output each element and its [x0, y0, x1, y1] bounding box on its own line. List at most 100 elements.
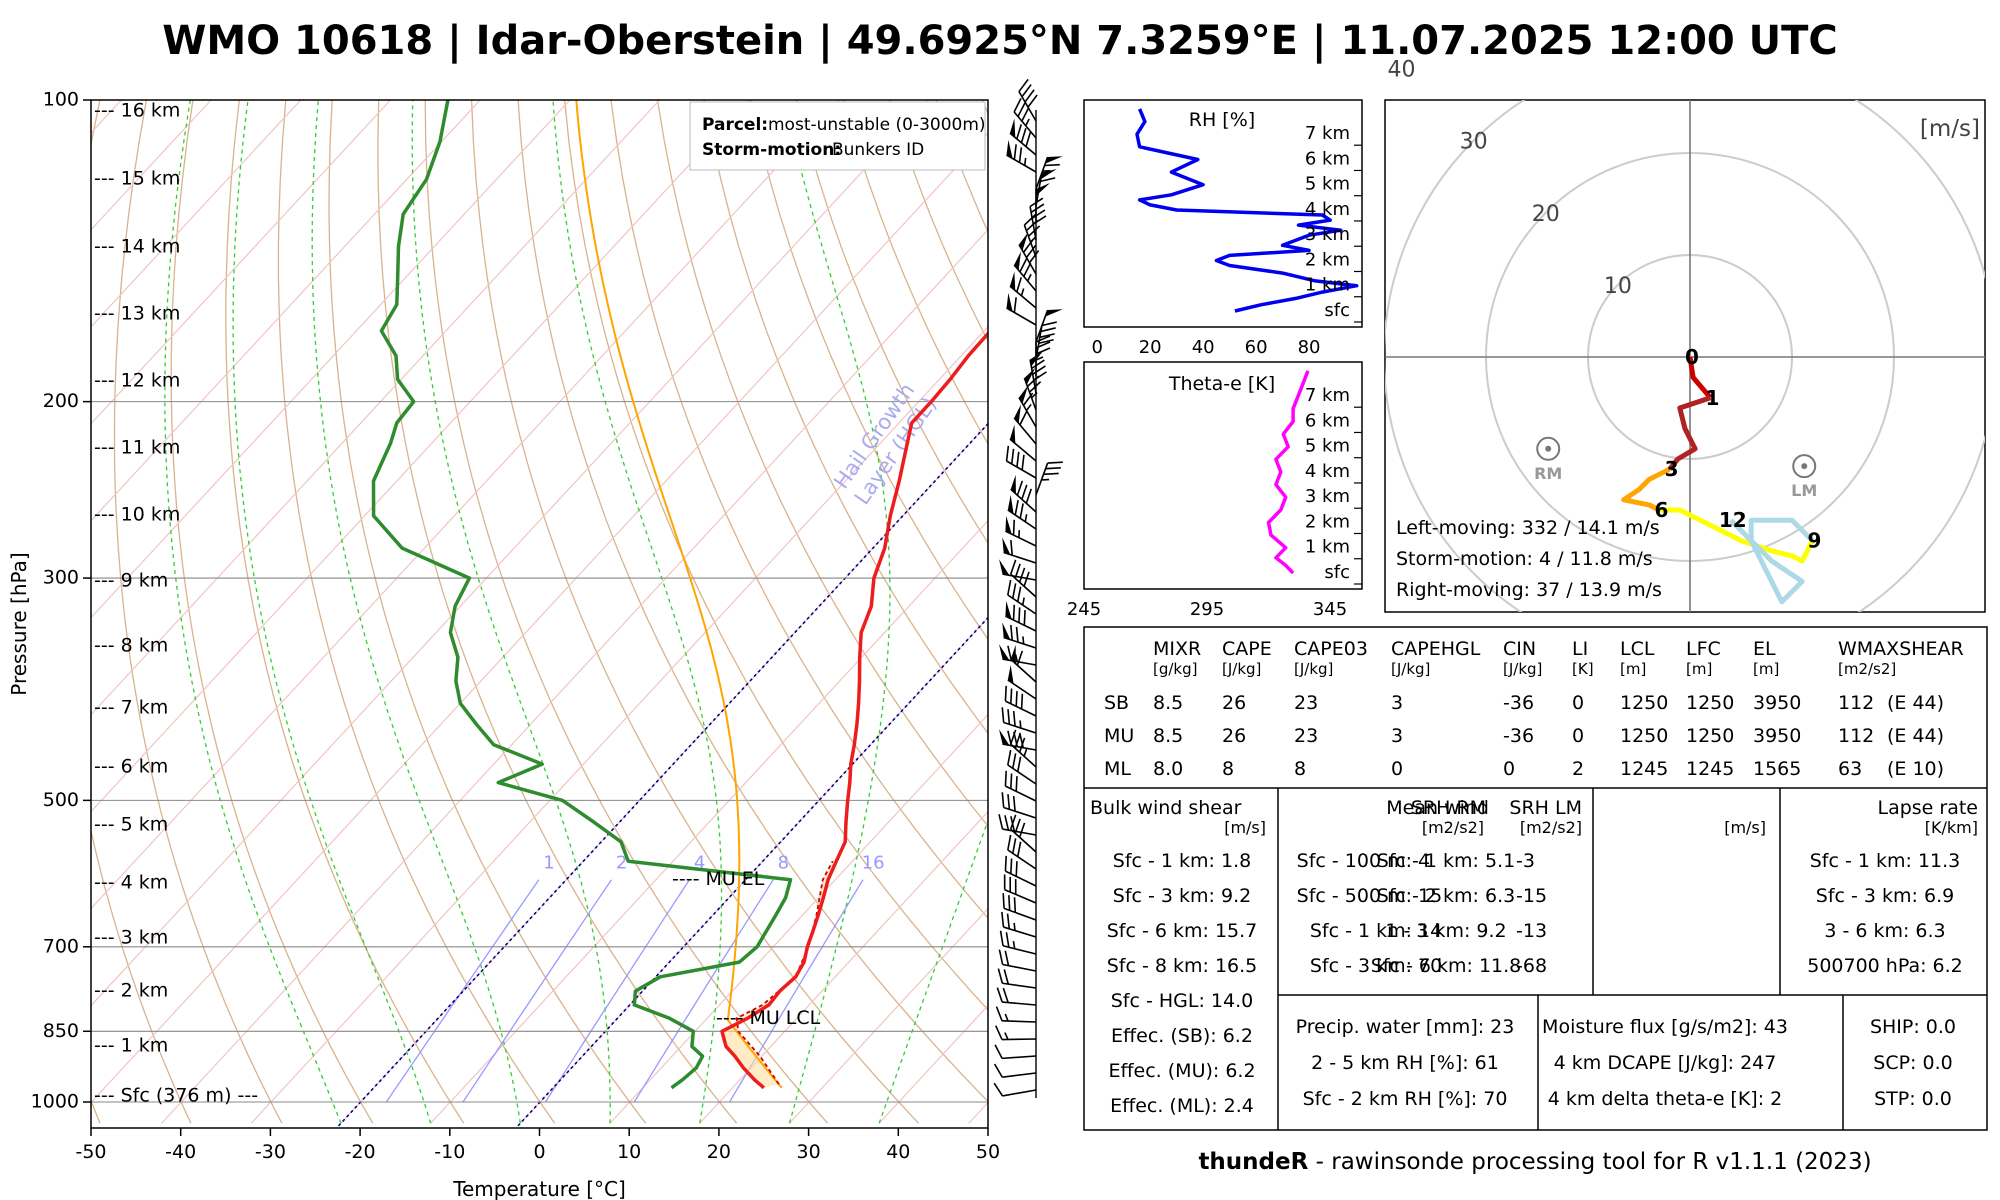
barb-half: [1004, 1013, 1009, 1022]
barb-pennant: [1009, 424, 1016, 444]
barb-full: [1016, 124, 1023, 140]
mixing-ratio-label: 4: [694, 853, 705, 874]
dry-adiabat: [563, 100, 988, 1011]
isotherm: [91, 100, 660, 716]
barb-full: [1009, 876, 1012, 893]
isotherm: [91, 100, 302, 328]
srh-lm-value: -68: [1516, 955, 1547, 977]
barb-full: [1044, 163, 1060, 167]
table-cell: 8.0: [1153, 758, 1183, 780]
column-unit: [J/kg]: [1503, 660, 1542, 678]
x-tick-label: 0: [533, 1141, 545, 1163]
hodograph-height-label: 1: [1705, 386, 1719, 410]
barb-full: [1010, 688, 1013, 704]
table-cell: 26: [1222, 725, 1246, 747]
barb-full: [1025, 131, 1032, 147]
barb-full: [1019, 257, 1028, 273]
table-cell: 0: [1572, 692, 1584, 714]
wind-barb: [1003, 874, 1037, 904]
column-unit: [K]: [1572, 660, 1594, 678]
bulk-shear-title: Bulk wind shear: [1090, 797, 1242, 819]
wind-barb: [1005, 600, 1037, 632]
barb-full: [1010, 858, 1013, 874]
wind-barb: [1009, 118, 1037, 156]
ring-label: 20: [1532, 202, 1560, 227]
barb-full: [1016, 650, 1024, 666]
barb-pennant: [1019, 232, 1029, 251]
column-unit: [m2/s2]: [1838, 660, 1896, 678]
wind-barb: [997, 968, 1037, 989]
table-cell: 23: [1294, 692, 1318, 714]
barb-shaft: [1005, 700, 1037, 717]
barb-full: [998, 949, 1004, 965]
barb-shaft: [1006, 154, 1037, 173]
barb-full: [1003, 874, 1006, 890]
wind-barb: [1009, 424, 1037, 462]
barb-full: [1017, 102, 1026, 117]
barb-full: [1047, 461, 1063, 464]
barb-full: [1015, 776, 1018, 792]
column-header: LCL: [1620, 638, 1655, 660]
barb-half: [1026, 273, 1032, 282]
y-tick-label: 1000: [31, 1091, 79, 1113]
barb-full: [1021, 107, 1030, 122]
table-cell: -36: [1503, 725, 1534, 747]
barb-shaft: [1003, 551, 1037, 564]
column-header: CAPEHGL: [1391, 638, 1481, 660]
parcel-ascent-curve: [575, 100, 783, 1089]
barb-shaft: [1003, 926, 1037, 938]
barb-half: [1041, 478, 1050, 481]
wind-barb: [1007, 579, 1037, 615]
table-cell: 3950: [1753, 725, 1801, 747]
x-tick-label: 50: [976, 1141, 1000, 1163]
barb-full: [1014, 499, 1019, 516]
mean-wind-unit: [m/s]: [1724, 818, 1766, 837]
x-tick-label: 60: [1245, 337, 1268, 358]
barb-full: [993, 1082, 1004, 1097]
skewt-axes: -50 -40 -30 -20 -10 0 10 20 30 40 50 100 200 300 500 70…: [7, 89, 1000, 1200]
moisture-row: Precip. water [mm]: 23: [1296, 1016, 1515, 1038]
height-label: --- 13 km: [94, 303, 180, 325]
height-tick-label: 3 km: [1305, 224, 1350, 245]
lapse-rate-row: Sfc - 1 km: 11.3: [1810, 850, 1961, 872]
barb-shaft: [1029, 359, 1037, 394]
barb-full: [1005, 445, 1010, 462]
column-unit: [J/kg]: [1391, 660, 1430, 678]
x-tick-label: 345: [1313, 599, 1347, 620]
barb-full: [1032, 365, 1046, 375]
bulk-shear-row: Sfc - 6 km: 15.7: [1107, 920, 1258, 942]
moist-adiabat: [783, 100, 891, 1124]
temperature-profile: [720, 330, 988, 1090]
column-unit: [J/kg]: [1294, 660, 1333, 678]
barb-full: [1010, 773, 1013, 789]
isotherm: [699, 810, 988, 1124]
isotherm: [250, 325, 988, 1124]
barb-half: [1014, 654, 1019, 662]
wind-barb: [996, 987, 1037, 1006]
barb-half: [1025, 403, 1032, 412]
barb-shaft: [1005, 615, 1037, 632]
barb-full: [1007, 730, 1013, 746]
isotherm: [430, 519, 988, 1124]
table-cell: 3: [1391, 725, 1403, 747]
table-cell: -36: [1503, 692, 1534, 714]
barb-full: [1004, 855, 1007, 872]
mixing-ratio-line: [385, 879, 540, 1103]
moist-adiabat: [311, 100, 522, 1124]
legend-parcel-value: most-unstable (0-3000m): [768, 115, 986, 135]
bunkers-marker-dot: [1801, 463, 1808, 470]
height-tick-label: 2 km: [1305, 249, 1350, 270]
bulk-shear-row: Effec. (SB): 6.2: [1111, 1025, 1253, 1047]
wind-barb: [1010, 644, 1037, 683]
column-header: LI: [1572, 638, 1588, 660]
bulk-shear-row: Sfc - 8 km: 16.5: [1107, 955, 1258, 977]
wind-barb: [1035, 321, 1057, 360]
barb-full: [1013, 897, 1017, 913]
height-tick-label: 4 km: [1305, 461, 1350, 482]
composite-row: SHIP: 0.0: [1870, 1016, 1956, 1038]
barb-full: [1014, 879, 1017, 895]
bulk-shear-row: Sfc - HGL: 14.0: [1111, 990, 1253, 1012]
wind-barb: [1035, 309, 1063, 343]
ring-label: 40: [1388, 58, 1416, 83]
thetae-title: Theta-e [K]: [1168, 373, 1275, 395]
